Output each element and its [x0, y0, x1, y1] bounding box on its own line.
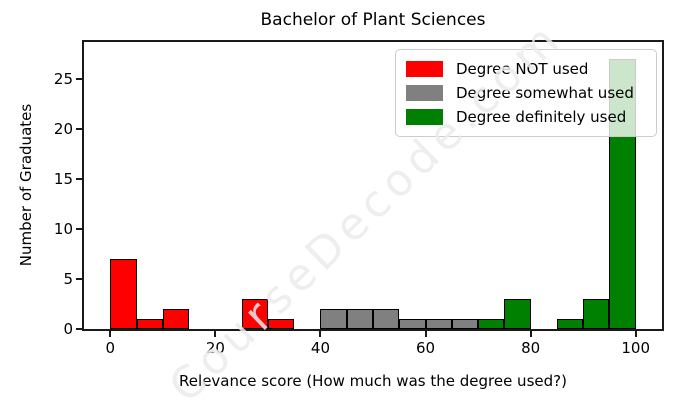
x-tick-mark — [109, 331, 112, 337]
legend-label: Degree somewhat used — [456, 84, 634, 102]
y-tick-label: 5 — [63, 270, 73, 288]
legend-label: Degree definitely used — [456, 108, 627, 126]
y-tick-mark — [76, 278, 82, 280]
histogram-bar — [583, 299, 610, 329]
x-tick-mark — [634, 331, 637, 337]
histogram-bar — [556, 319, 584, 329]
legend-entry: Degree definitely used — [406, 105, 646, 129]
legend-entry: Degree NOT used — [406, 57, 646, 81]
y-tick-label: 15 — [53, 170, 73, 188]
x-axis-label: Relevance score (How much was the degree… — [179, 372, 567, 390]
x-tick-mark — [319, 331, 322, 337]
green-swatch-icon — [406, 109, 443, 125]
y-tick-mark — [76, 78, 82, 80]
histogram-bar — [478, 319, 505, 329]
x-tick-mark — [214, 331, 217, 337]
histogram-bar — [110, 259, 137, 329]
x-tick-label: 20 — [205, 339, 225, 357]
histogram-bar — [241, 299, 268, 329]
chart-title: Bachelor of Plant Sciences — [260, 10, 486, 30]
histogram-bar — [346, 309, 373, 329]
y-tick-mark — [76, 128, 82, 130]
x-tick-label: 60 — [415, 339, 436, 357]
y-tick-label: 0 — [63, 320, 73, 338]
red-swatch-icon — [406, 61, 443, 77]
y-tick-mark — [76, 328, 82, 330]
histogram-bar — [136, 319, 163, 329]
x-tick-label: 100 — [621, 339, 651, 357]
y-tick-label: 25 — [53, 70, 73, 88]
x-tick-label: 80 — [521, 339, 541, 357]
histogram-bar — [373, 309, 400, 329]
gray-swatch-icon — [406, 85, 443, 101]
x-tick-mark — [424, 331, 427, 337]
histogram-bar — [504, 299, 531, 329]
y-tick-label: 20 — [53, 120, 73, 138]
histogram-bar — [399, 319, 426, 329]
histogram-bar — [267, 319, 295, 329]
x-tick-mark — [529, 331, 532, 337]
x-tick-label: 0 — [105, 339, 116, 357]
y-tick-mark — [76, 178, 82, 180]
histogram-bar — [162, 309, 190, 329]
histogram-bar — [425, 319, 452, 329]
legend-entry: Degree somewhat used — [406, 81, 646, 105]
x-tick-label: 40 — [310, 339, 330, 357]
legend-label: Degree NOT used — [456, 60, 589, 78]
legend: Degree NOT used Degree somewhat used Deg… — [395, 49, 657, 137]
y-tick-mark — [76, 228, 82, 230]
histogram-bar — [320, 309, 347, 329]
histogram-bar — [451, 319, 479, 329]
y-tick-label: 10 — [53, 220, 73, 238]
